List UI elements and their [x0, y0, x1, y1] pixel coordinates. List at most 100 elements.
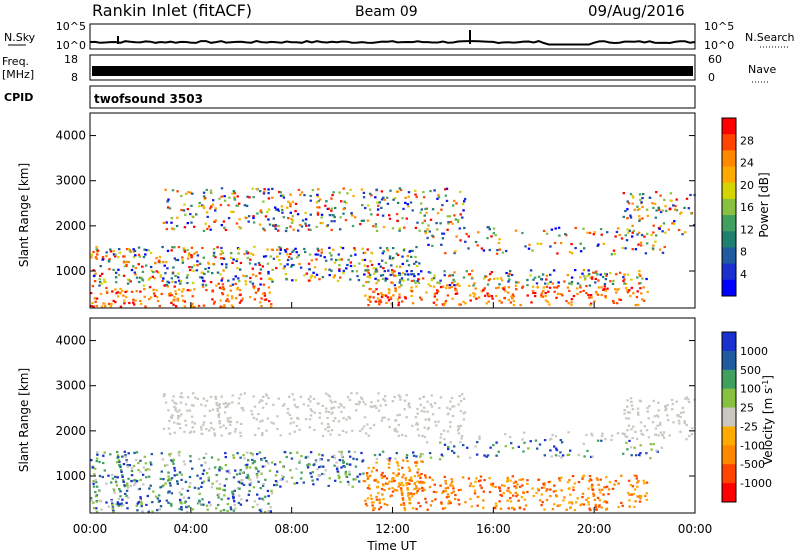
- echo-cell: [593, 498, 597, 501]
- echo-cell: [652, 244, 655, 247]
- echo-cell: [388, 459, 391, 462]
- echo-cell: [554, 454, 558, 457]
- echo-cell: [109, 248, 112, 251]
- echo-cell: [293, 403, 297, 407]
- echo-cell: [162, 427, 166, 430]
- echo-cell: [227, 300, 231, 303]
- echo-cell: [463, 197, 467, 201]
- echo-cell: [559, 242, 563, 245]
- echo-cell: [151, 275, 154, 278]
- echo-cell: [163, 464, 167, 467]
- echo-cell: [444, 299, 448, 303]
- echo-cell: [654, 216, 657, 219]
- echo-cell: [603, 285, 606, 288]
- echo-cell: [220, 434, 223, 437]
- echo-cell: [321, 276, 325, 279]
- echo-cell: [373, 290, 376, 293]
- echo-cell: [187, 191, 190, 194]
- echo-cell: [394, 197, 397, 200]
- echo-cell: [307, 456, 310, 459]
- echo-cell: [121, 475, 124, 478]
- echo-cell: [628, 493, 631, 496]
- echo-cell: [527, 447, 530, 450]
- echo-cell: [426, 228, 429, 231]
- echo-cell: [255, 187, 258, 190]
- echo-cell: [460, 437, 463, 440]
- echo-cell: [367, 484, 371, 487]
- echo-cell: [235, 222, 239, 225]
- echo-cell: [581, 492, 585, 495]
- echo-cell: [636, 208, 640, 212]
- echo-cell: [644, 252, 648, 255]
- echo-cell: [286, 247, 289, 251]
- echo-cell: [259, 190, 262, 193]
- echo-cell: [624, 282, 627, 285]
- echo-cell: [599, 273, 602, 276]
- cpid-label: CPID: [4, 91, 33, 104]
- echo-cell: [617, 482, 620, 485]
- echo-cell: [443, 438, 446, 441]
- echo-cell: [316, 402, 319, 405]
- echo-cell: [639, 241, 643, 244]
- echo-cell: [257, 470, 260, 473]
- echo-cell: [415, 507, 418, 511]
- echo-cell: [451, 449, 454, 453]
- echo-cell: [492, 232, 495, 235]
- echo-cell: [474, 445, 477, 448]
- echo-cell: [182, 247, 185, 250]
- echo-cell: [238, 218, 241, 221]
- echo-cell: [373, 507, 376, 510]
- echo-cell: [645, 452, 648, 455]
- echo-cell: [229, 432, 232, 435]
- echo-cell: [641, 217, 644, 220]
- echo-cell: [266, 262, 270, 265]
- echo-cell: [142, 483, 145, 486]
- echo-cell: [421, 489, 424, 492]
- echo-cell: [125, 459, 128, 462]
- echo-cell: [413, 262, 416, 265]
- echo-cell: [211, 482, 214, 485]
- echo-cell: [581, 496, 584, 499]
- echo-cell: [597, 286, 600, 289]
- echo-cell: [547, 290, 550, 293]
- echo-cell: [116, 502, 120, 505]
- echo-cell: [258, 451, 262, 454]
- echo-cell: [104, 305, 107, 308]
- echo-cell: [180, 493, 183, 496]
- echo-cell: [475, 453, 479, 456]
- echo-cell: [324, 428, 327, 431]
- echo-cell: [345, 462, 349, 465]
- echo-cell: [258, 508, 261, 512]
- echo-cell: [328, 477, 331, 480]
- echo-cell: [159, 274, 162, 277]
- echo-cell: [242, 483, 246, 487]
- echo-cell: [435, 292, 438, 295]
- echo-cell: [430, 405, 434, 408]
- echo-cell: [155, 289, 158, 292]
- echo-cell: [377, 409, 381, 412]
- echo-cell: [381, 259, 384, 262]
- echo-cell: [521, 438, 524, 441]
- echo-cell: [294, 202, 298, 205]
- echo-cell: [360, 397, 364, 401]
- echo-cell: [234, 282, 237, 285]
- echo-cell: [94, 478, 97, 482]
- echo-cell: [226, 509, 229, 512]
- echo-cell: [327, 484, 330, 487]
- echo-cell: [175, 473, 179, 476]
- echo-cell: [372, 225, 375, 228]
- echo-cell: [315, 201, 319, 204]
- echo-cell: [185, 506, 188, 509]
- echo-cell: [132, 479, 136, 482]
- echo-cell: [140, 505, 143, 508]
- echo-cell: [92, 482, 95, 485]
- echo-cell: [223, 494, 226, 497]
- echo-cell: [299, 395, 303, 398]
- echo-cell: [539, 499, 542, 502]
- echo-cell: [457, 425, 460, 428]
- echo-cell: [245, 476, 248, 479]
- echo-cell: [651, 247, 655, 250]
- echo-cell: [345, 418, 348, 421]
- echo-cell: [367, 434, 370, 437]
